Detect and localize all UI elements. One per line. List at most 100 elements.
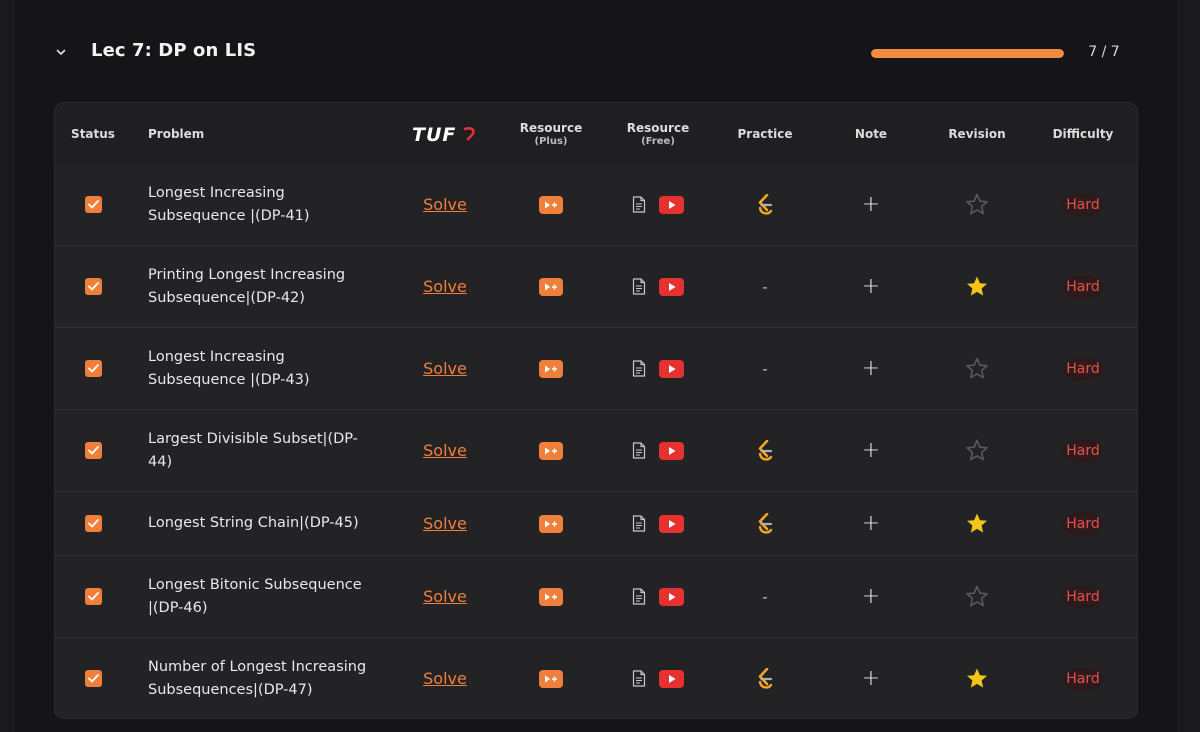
- youtube-video-button[interactable]: [659, 514, 684, 533]
- status-checkbox[interactable]: [84, 588, 102, 605]
- check-icon: [87, 592, 99, 601]
- practice-link-icon[interactable]: [755, 512, 775, 535]
- problem-name[interactable]: Longest Bitonic Subsequence |(DP-46): [148, 556, 368, 637]
- column-header-resource-free-sub: (Free): [641, 135, 675, 147]
- status-checkbox[interactable]: [84, 360, 102, 377]
- tuf-logo-text: TUF: [412, 124, 456, 145]
- status-checkbox[interactable]: [84, 442, 102, 459]
- article-icon[interactable]: [632, 670, 646, 687]
- practice-link-icon[interactable]: [755, 667, 775, 690]
- add-note-button[interactable]: +: [861, 191, 881, 217]
- problem-name[interactable]: Longest Increasing Subsequence |(DP-41): [148, 164, 368, 245]
- add-note-button[interactable]: +: [861, 665, 881, 691]
- add-note-button[interactable]: +: [861, 355, 881, 381]
- table-row: Largest Divisible Subset|(DP-44) Solve +…: [55, 409, 1137, 491]
- difficulty-badge: Hard: [1063, 584, 1103, 609]
- plus-video-button[interactable]: [539, 669, 563, 688]
- practice-link-icon[interactable]: [755, 439, 775, 462]
- solve-link[interactable]: Solve: [423, 277, 467, 296]
- practice-cell: [725, 492, 805, 555]
- difficulty-badge: Hard: [1063, 274, 1103, 299]
- plus-video-button[interactable]: [539, 277, 563, 296]
- star-outline-icon[interactable]: [965, 439, 989, 462]
- tuf-cell: Solve: [397, 246, 493, 327]
- solve-link[interactable]: Solve: [423, 514, 467, 533]
- plus-video-button[interactable]: [539, 514, 563, 533]
- plus-video-button[interactable]: [539, 587, 563, 606]
- problem-name[interactable]: Number of Longest Increasing Subsequence…: [148, 638, 368, 718]
- column-header-practice-label: Practice: [737, 126, 793, 141]
- problem-name[interactable]: Printing Longest Increasing Subsequence|…: [148, 246, 368, 327]
- difficulty-badge: Hard: [1063, 666, 1103, 691]
- resource-free-cell: [618, 410, 698, 491]
- difficulty-cell: Hard: [1043, 328, 1123, 409]
- youtube-video-button[interactable]: [659, 277, 684, 296]
- add-note-button[interactable]: +: [861, 273, 881, 299]
- plus-video-button[interactable]: [539, 441, 563, 460]
- column-header-revision-label: Revision: [948, 126, 1006, 141]
- note-cell: +: [831, 556, 911, 637]
- youtube-video-button[interactable]: [659, 587, 684, 606]
- practice-link-icon[interactable]: [755, 193, 775, 216]
- column-header-resource-plus-sub: (Plus): [534, 135, 568, 147]
- star-filled-icon[interactable]: [965, 667, 989, 690]
- article-icon[interactable]: [632, 515, 646, 532]
- column-header-note-label: Note: [854, 126, 888, 141]
- check-icon: [87, 674, 99, 683]
- add-note-button[interactable]: +: [861, 583, 881, 609]
- status-checkbox[interactable]: [84, 515, 102, 532]
- star-filled-icon[interactable]: [965, 275, 989, 298]
- problem-name-text: Longest Increasing Subsequence |(DP-43): [148, 348, 310, 388]
- tuf-cell: Solve: [397, 556, 493, 637]
- problem-name[interactable]: Longest Increasing Subsequence |(DP-43): [148, 328, 368, 409]
- add-note-button[interactable]: +: [861, 510, 881, 536]
- lecture-title[interactable]: Lec 7: DP on LIS: [91, 40, 257, 61]
- add-note-button[interactable]: +: [861, 437, 881, 463]
- solve-link[interactable]: Solve: [423, 195, 467, 214]
- plus-video-button[interactable]: [539, 359, 563, 378]
- resource-plus-cell: [511, 492, 591, 555]
- article-icon[interactable]: [632, 278, 646, 295]
- progress-count: 7 / 7: [1088, 44, 1120, 60]
- plus-video-button[interactable]: [539, 195, 563, 214]
- column-header-note: Note: [831, 103, 911, 164]
- article-icon[interactable]: [632, 360, 646, 377]
- column-header-status: Status: [71, 103, 115, 164]
- youtube-video-button[interactable]: [659, 669, 684, 688]
- table-row: Longest Increasing Subsequence |(DP-43) …: [55, 327, 1137, 409]
- solve-link[interactable]: Solve: [423, 587, 467, 606]
- status-checkbox[interactable]: [84, 670, 102, 687]
- problem-name[interactable]: Largest Divisible Subset|(DP-44): [148, 410, 368, 491]
- tuf-cell: Solve: [397, 492, 493, 555]
- play-plus-icon: [545, 283, 557, 290]
- column-header-problem-label: Problem: [148, 126, 205, 141]
- difficulty-cell: Hard: [1043, 410, 1123, 491]
- status-cell: [72, 638, 114, 718]
- problem-name-text: Longest Bitonic Subsequence |(DP-46): [148, 576, 362, 616]
- star-outline-icon[interactable]: [965, 585, 989, 608]
- article-icon[interactable]: [632, 442, 646, 459]
- star-outline-icon[interactable]: [965, 193, 989, 216]
- solve-link[interactable]: Solve: [423, 441, 467, 460]
- star-filled-icon[interactable]: [965, 512, 989, 535]
- youtube-video-button[interactable]: [659, 359, 684, 378]
- resource-plus-cell: [511, 556, 591, 637]
- status-checkbox[interactable]: [84, 278, 102, 295]
- column-header-resource-plus-label: Resource: [519, 120, 583, 135]
- article-icon[interactable]: [632, 196, 646, 213]
- problem-name-text: Longest Increasing Subsequence |(DP-41): [148, 184, 310, 224]
- status-checkbox[interactable]: [84, 196, 102, 213]
- solve-link[interactable]: Solve: [423, 359, 467, 378]
- solve-link[interactable]: Solve: [423, 669, 467, 688]
- difficulty-badge: Hard: [1063, 438, 1103, 463]
- practice-cell: [725, 638, 805, 718]
- youtube-video-button[interactable]: [659, 195, 684, 214]
- problem-name[interactable]: Longest String Chain|(DP-45): [148, 492, 368, 555]
- check-icon: [87, 364, 99, 373]
- problem-name-text: Number of Longest Increasing Subsequence…: [148, 658, 367, 698]
- star-outline-icon[interactable]: [965, 357, 989, 380]
- chevron-down-icon[interactable]: [53, 44, 69, 60]
- article-icon[interactable]: [632, 588, 646, 605]
- practice-cell: [725, 410, 805, 491]
- youtube-video-button[interactable]: [659, 441, 684, 460]
